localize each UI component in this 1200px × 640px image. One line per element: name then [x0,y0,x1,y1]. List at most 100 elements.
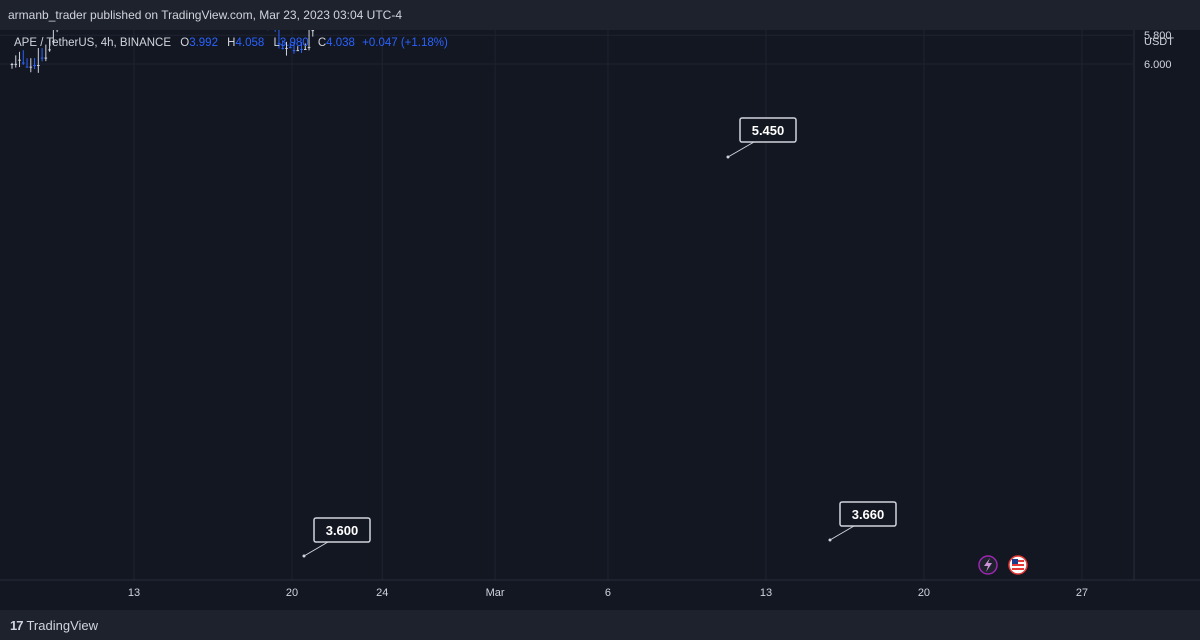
candle [274,30,276,32]
candle [281,40,285,50]
candle [21,50,25,65]
flash-icon-bolt [984,558,992,572]
x-tick-label: 13 [128,587,140,599]
tradingview-mark: 17 [10,618,24,633]
candle-body [18,59,21,61]
footer-bar: 17 TradingView [0,610,1200,640]
candle [311,30,315,37]
callout-3600-anchor [302,554,306,558]
symbol-name: APE / TetherUS, 4h, BINANCE [14,37,172,49]
candle [10,62,14,69]
candle [52,30,55,45]
close-value: 4.038 [326,37,355,49]
x-tick-label: 20 [286,587,298,599]
candle-body [44,57,48,59]
change-value: +0.047 (+1.18%) [362,37,448,49]
candle [40,48,44,62]
callout-3660-anchor [828,538,832,542]
callout-5450-text: 5.450 [752,123,785,138]
candle-body [21,62,25,64]
candle-body [292,50,296,52]
open-label: O [180,37,190,49]
callout-3660-box [839,501,897,527]
price-axis[interactable]: 6.0005.8005.6005.4005.2005.0004.8004.600… [990,30,1200,580]
candle-body [37,65,40,67]
low-label: L [273,37,280,49]
x-tick-label: 20 [918,587,930,599]
y-tick-label: 5.800 [1144,30,1172,42]
candle-body [40,57,44,59]
callout-5450-anchor [726,155,730,159]
callout-3660-pointer [829,525,855,541]
low-value: 3.980 [279,37,309,49]
callout-5450: 5.450 [726,117,797,159]
callout-3600: 3.600 [302,517,371,558]
publisher-text: armanb_trader published on TradingView.c… [8,8,403,22]
candle [296,46,300,52]
candle-body [48,49,51,51]
us-flag-canton [1012,559,1018,564]
candle [33,58,36,70]
x-tick-label: 27 [1076,587,1088,599]
flash-icon [978,555,998,575]
candles [10,30,315,73]
candle-body [10,64,14,65]
callout-3600-pointer [303,541,329,557]
candle [44,44,48,62]
candle [277,30,281,49]
candle [285,41,288,56]
candle [288,42,292,49]
candle-body [281,47,285,49]
callout-3660-text: 3.660 [852,507,885,522]
x-tick-label: 6 [605,587,611,599]
candle-body [33,65,36,67]
candle-body [25,66,29,68]
candle [14,55,18,68]
callout-3600-text: 3.600 [326,523,359,538]
candle [307,30,311,51]
candle [303,43,307,51]
candle-body [303,49,307,51]
callout-3600-box [313,517,371,543]
candle [37,48,40,73]
tradingview-logo-icon[interactable]: 17 TradingView [10,618,98,633]
candle-body [29,66,33,68]
callout-5450-box [739,117,797,143]
x-tick-label: 13 [760,587,772,599]
candle-body [285,47,288,49]
candle [300,41,303,53]
us-flag-icon [1008,555,1028,575]
x-tick-label: 24 [376,587,388,599]
candle [29,58,33,73]
currency-label: USDT [1144,36,1174,48]
candle-body [300,49,303,51]
candle-body [311,30,315,32]
us-flag-stripe [1012,568,1024,570]
candle-body [296,50,300,52]
x-tick-label: Mar [486,587,505,599]
y-tick-label: 6.000 [1144,59,1172,71]
candle [25,58,29,68]
us-flag-stripe [1012,564,1024,566]
high-label: H [227,37,236,49]
candle-body [307,46,311,48]
callout-3660: 3.660 [828,501,897,542]
close-label: C [317,37,327,49]
tradingview-brand: TradingView [26,618,99,633]
publish-header: armanb_trader published on TradingView.c… [0,0,1200,30]
candle [48,39,51,52]
symbol-legend: APE / TetherUS, 4h, BINANCE O3.992 H4.05… [14,37,448,49]
open-value: 3.992 [189,37,218,49]
time-axis[interactable]: 13 20 24 Mar 6 13 20 27 [0,579,1200,599]
event-icons [978,555,1028,575]
candle-body [52,40,55,42]
candle-body [277,43,281,45]
high-value: 4.058 [235,37,265,49]
chart-grid [0,30,1133,580]
candle [18,51,21,68]
price-axis-bg [1134,30,1200,580]
callout-5450-pointer [727,141,755,158]
